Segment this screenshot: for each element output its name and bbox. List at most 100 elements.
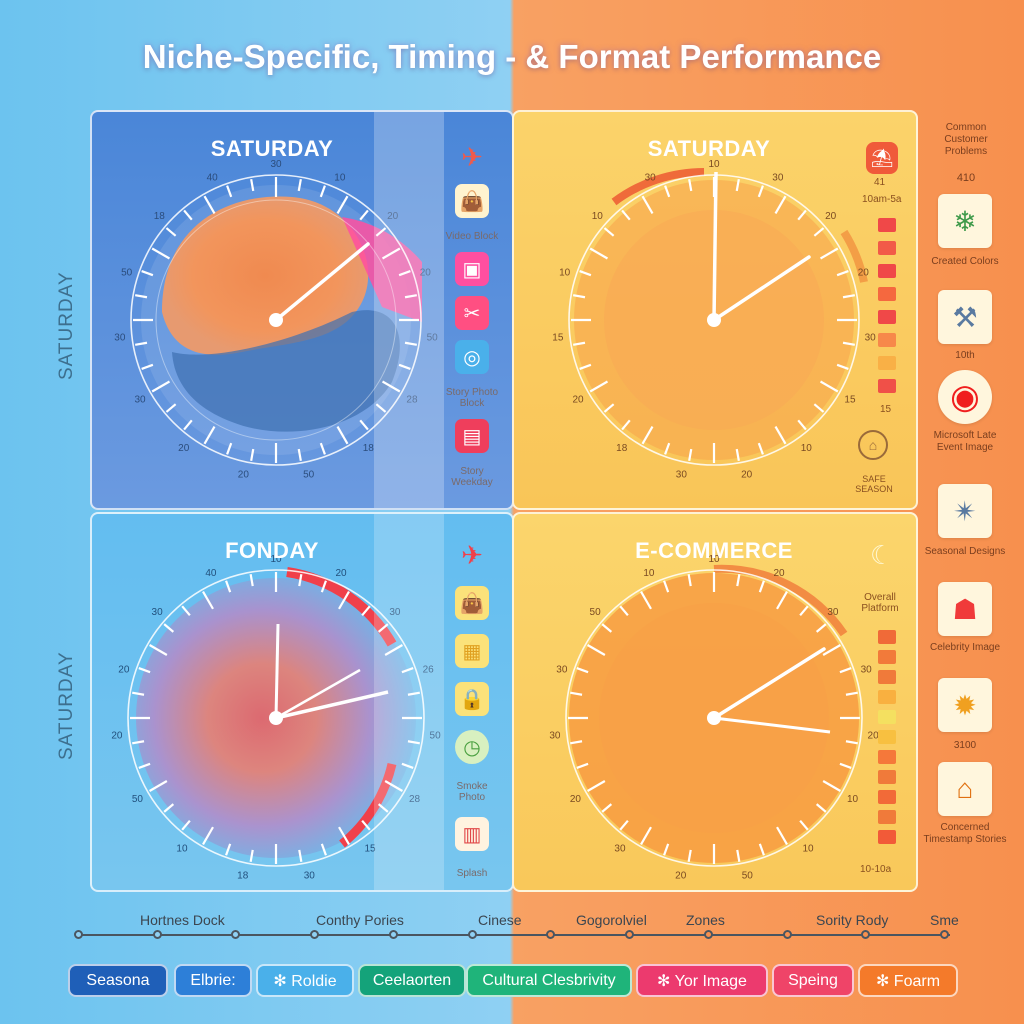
timeline-label-2: Cinese xyxy=(478,912,522,928)
gauge-label: 30 xyxy=(304,871,316,882)
gauge-tick xyxy=(249,574,254,587)
gauge-tick xyxy=(735,448,740,462)
ticket-icon[interactable]: ✂ xyxy=(455,296,489,330)
pill-seasona[interactable]: Seasona xyxy=(68,964,168,997)
scale-bottom-label: 15 xyxy=(880,404,892,415)
pill-foarm[interactable]: ✻ Foarm xyxy=(858,964,958,997)
gauge-tick xyxy=(799,819,809,831)
right-header: Common Customer Problems xyxy=(944,122,988,157)
gauge-label: 10 xyxy=(592,211,604,222)
lock-icon[interactable]: ⌂ xyxy=(858,430,888,460)
sparkle-icon[interactable]: ✹ xyxy=(938,678,992,732)
gauge-tick xyxy=(621,209,631,221)
pill-cultural[interactable]: Cultural Clesbrivity xyxy=(466,964,632,997)
beach-badge[interactable]: ⛱ xyxy=(866,142,898,174)
target-icon[interactable]: ◉ xyxy=(938,370,992,424)
pill-speing[interactable]: Speing xyxy=(772,964,854,997)
gauge-tick xyxy=(149,644,168,656)
timeline-tick xyxy=(310,930,320,939)
gauge-label: 15 xyxy=(364,843,376,854)
pill-elbrie[interactable]: Elbrie: xyxy=(174,964,252,997)
gauge-tick xyxy=(641,425,654,445)
house-icon[interactable]: ⌂ xyxy=(938,762,992,816)
gauge-label: 10 xyxy=(270,554,282,565)
clock-icon[interactable]: ◷ xyxy=(455,730,489,764)
bag-icon-bottom[interactable]: 👜 xyxy=(455,586,489,620)
gauge-tick xyxy=(132,691,145,696)
gauge-label: 20 xyxy=(336,568,348,579)
heat-scale-bottom xyxy=(878,630,896,844)
gauge-tick xyxy=(813,403,825,413)
scale-top-label: 41 xyxy=(874,177,886,188)
gauge-tick xyxy=(165,403,177,413)
calendar-icon[interactable]: ▦ xyxy=(455,634,489,668)
gauge-label: 50 xyxy=(427,332,439,343)
popcorn-icon[interactable]: ▥ xyxy=(455,817,489,851)
gauge-label: 30 xyxy=(556,665,568,676)
right-label-6: Concerned Timestamp Stories xyxy=(923,822,1007,845)
gauge-label: 20 xyxy=(570,794,582,805)
image-icon[interactable]: ▣ xyxy=(455,252,489,286)
star-icon[interactable]: ✴ xyxy=(938,484,992,538)
gauge-tick xyxy=(319,185,326,198)
panel-top-right: 10 30 20 20 30 15 10 20 30 18 20 15 10 10 30 SATURDAY … xyxy=(512,110,918,510)
scale-bottom-range: 10-10a xyxy=(860,864,892,875)
gauge-tick xyxy=(839,762,852,769)
gauge-tick xyxy=(138,762,151,769)
plane-icon[interactable]: ✈ xyxy=(461,141,483,172)
gauge-tick xyxy=(587,644,606,656)
gauge-label: 10 xyxy=(334,173,346,184)
gauge-tick xyxy=(202,591,214,610)
icon-label-splash: Splash xyxy=(456,868,488,879)
lock-icon-bottom[interactable]: 🔒 xyxy=(455,682,489,716)
timeline-tick xyxy=(940,930,949,939)
gauge-tick xyxy=(619,605,629,617)
plane-icon-bottom[interactable]: ✈ xyxy=(461,539,483,570)
gauge-label: 30 xyxy=(676,470,688,481)
gauge-tick xyxy=(687,849,692,862)
gauge-label: 28 xyxy=(406,395,418,406)
gauge-tick xyxy=(774,425,787,445)
gauge-tick xyxy=(381,247,401,260)
gauge-tick xyxy=(589,247,609,260)
gauge-tick xyxy=(297,448,302,462)
gauge-tick xyxy=(407,691,420,696)
photo-icon[interactable]: ▤ xyxy=(455,419,489,453)
scale-bottom-top-label: Overall Platform xyxy=(861,592,899,614)
tools-icon[interactable]: ⚒ xyxy=(938,290,992,344)
timeline-tick xyxy=(625,930,635,939)
gauge-tick xyxy=(799,605,809,617)
pill-ceelaorten[interactable]: Ceelaorten xyxy=(358,964,466,997)
gauge-label: 10 xyxy=(559,267,571,278)
gauge-tick xyxy=(149,780,168,792)
gauge-tick xyxy=(361,819,371,831)
timeline-tick xyxy=(467,930,477,939)
gauge-top-right: 10 30 20 20 30 15 10 20 30 18 20 15 10 10 30 xyxy=(552,159,876,481)
bag-icon[interactable]: 👜 xyxy=(455,184,489,218)
gauge-bottom-left: 10 20 30 26 50 28 15 30 18 10 50 20 20 30 40 xyxy=(111,554,441,882)
pill-roldie[interactable]: ✻ Roldie xyxy=(256,964,354,997)
camera-icon[interactable]: ◎ xyxy=(455,340,489,374)
gauge-label: 30 xyxy=(270,159,282,170)
gauge-label: 30 xyxy=(152,607,164,618)
gauge-tick xyxy=(663,580,670,593)
pill-yor-image[interactable]: ✻ Yor Image xyxy=(636,964,768,997)
right-header-value: 410 xyxy=(956,172,976,184)
gauge-tick xyxy=(757,185,764,198)
panel-bottom-right: 10 20 30 30 20 10 10 50 20 30 20 30 30 50 10 E-COMMERC… xyxy=(512,512,918,892)
gift-icon[interactable]: ☗ xyxy=(938,582,992,636)
gauge-tick xyxy=(181,605,191,617)
gauge-tick xyxy=(163,803,175,813)
gauge-tick xyxy=(839,667,852,674)
right-label-0: Created Colors xyxy=(931,256,999,267)
gauge-tick xyxy=(183,209,193,221)
panel-strip xyxy=(374,112,444,508)
snowflake-icon[interactable]: ❄ xyxy=(938,194,992,248)
timeline-label-4: Zones xyxy=(686,912,725,928)
gauge-label: 40 xyxy=(205,568,217,579)
gauge-label: 18 xyxy=(237,871,249,882)
right-label-2: Microsoft Late Event Image xyxy=(933,430,997,453)
gauge-tick xyxy=(225,843,232,856)
gauge-tick xyxy=(319,442,326,455)
gauge-tick xyxy=(250,178,255,192)
